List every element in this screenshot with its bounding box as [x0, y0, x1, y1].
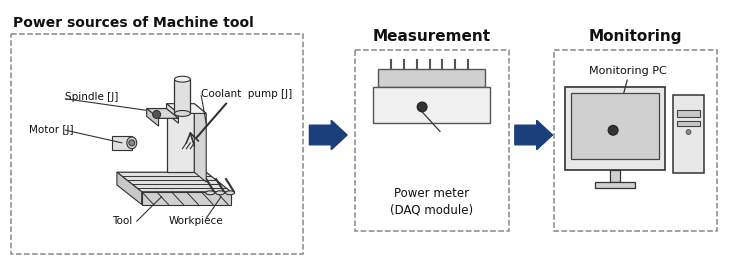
Text: Power sources of Machine tool: Power sources of Machine tool: [12, 16, 253, 30]
Polygon shape: [117, 172, 142, 205]
Text: Tool: Tool: [112, 216, 132, 226]
Polygon shape: [166, 104, 178, 123]
Bar: [566, 87, 665, 170]
Polygon shape: [147, 109, 158, 126]
Bar: [553, 50, 718, 231]
Ellipse shape: [127, 137, 137, 149]
Polygon shape: [166, 104, 206, 113]
Circle shape: [417, 102, 427, 112]
Text: Coolant  pump [J]: Coolant pump [J]: [201, 89, 293, 99]
Bar: [610, 170, 620, 182]
Ellipse shape: [174, 76, 191, 82]
Ellipse shape: [174, 110, 191, 116]
Polygon shape: [194, 104, 206, 182]
Bar: [378, 69, 485, 87]
Circle shape: [153, 110, 161, 118]
Polygon shape: [117, 172, 231, 192]
Text: Power meter
(DAQ module): Power meter (DAQ module): [391, 187, 474, 217]
Ellipse shape: [206, 191, 215, 195]
Ellipse shape: [215, 191, 225, 195]
Text: Spindle [J]: Spindle [J]: [65, 92, 119, 102]
Bar: [677, 121, 700, 126]
Bar: [677, 110, 700, 117]
Text: Monitoring PC: Monitoring PC: [589, 66, 667, 76]
Bar: [174, 79, 191, 113]
Bar: [595, 182, 635, 188]
Bar: [355, 50, 509, 231]
FancyArrow shape: [515, 120, 553, 150]
Circle shape: [686, 130, 691, 134]
Bar: [572, 93, 658, 158]
Text: Monitoring: Monitoring: [588, 29, 682, 44]
Bar: [373, 87, 490, 123]
Text: Measurement: Measurement: [373, 29, 491, 44]
Circle shape: [128, 140, 135, 146]
Ellipse shape: [226, 191, 234, 195]
Circle shape: [608, 125, 618, 135]
FancyArrow shape: [310, 120, 347, 150]
Bar: [11, 34, 304, 255]
Bar: [112, 136, 132, 150]
Text: Motor [J]: Motor [J]: [28, 125, 73, 135]
Bar: [672, 95, 704, 173]
Polygon shape: [142, 192, 231, 205]
Text: Workpiece: Workpiece: [169, 216, 223, 226]
Polygon shape: [166, 104, 194, 172]
Polygon shape: [147, 109, 178, 118]
